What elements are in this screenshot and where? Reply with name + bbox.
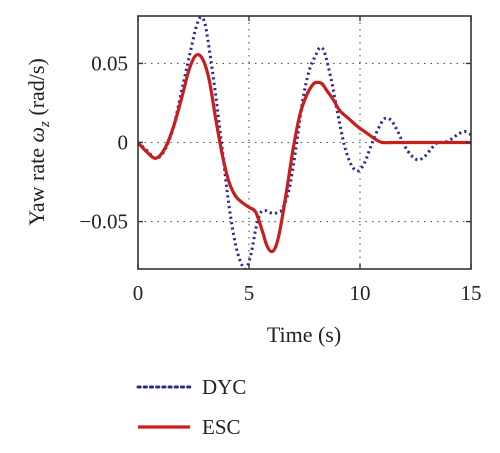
legend: DYC ESC: [136, 375, 246, 439]
x-tick-label: 15: [461, 281, 482, 305]
y-axis-label-symbol: ω: [24, 127, 49, 143]
y-tick-label: 0.05: [91, 51, 128, 75]
y-axis-label: Yaw rate ωz (rad/s): [24, 58, 53, 226]
axis-ticks: [137, 16, 472, 269]
series-layer: [138, 16, 471, 269]
x-tick-label: 0: [133, 281, 144, 305]
x-tick-labels: 0 5 10 15: [133, 281, 482, 305]
legend-label-esc: ESC: [202, 415, 241, 439]
x-tick-label: 5: [244, 281, 255, 305]
y-tick-label: −0.05: [79, 210, 128, 234]
x-axis-label: Time (s): [267, 322, 341, 347]
series-line-esc: [138, 53, 471, 254]
y-axis-label-text: Yaw rate: [24, 143, 49, 226]
x-tick-label: 10: [350, 281, 371, 305]
y-tick-label: 0: [118, 131, 129, 155]
y-axis-label-subscript: z: [37, 121, 53, 128]
legend-label-dyc: DYC: [202, 375, 246, 399]
y-axis-label-unit: (rad/s): [24, 58, 49, 121]
y-tick-labels: 0.05 0 −0.05: [79, 51, 128, 233]
